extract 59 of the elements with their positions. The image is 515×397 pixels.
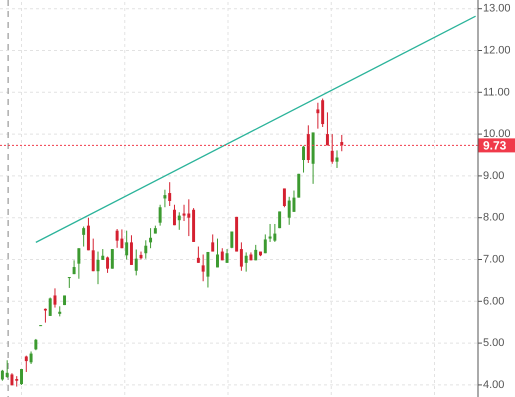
y-tick-label: 9.00 [483,170,504,182]
candlestick [326,112,329,146]
candlestick [168,182,172,206]
candlestick [101,248,104,260]
candlestick [182,204,186,222]
candlestick [268,223,272,242]
ref-line-label: 9.73 [483,138,507,152]
candlestick [92,238,95,272]
candlestick [196,246,200,264]
candlestick [340,134,344,152]
candlestick [282,188,286,208]
candlestick [34,338,38,351]
candlestick [216,238,219,268]
candlestick [130,234,133,266]
candlestick [254,244,258,261]
candlestick [30,350,33,365]
y-tick-label: 10.00 [483,128,511,140]
candlestick [125,230,128,260]
y-tick-label: 8.00 [483,212,504,224]
candlestick [330,134,334,164]
y-tick-label: 11.00 [483,86,510,98]
candlestick [288,196,291,226]
candlestick [72,260,76,275]
candlestick [302,145,306,174]
candlestick [48,297,52,316]
candlestick [273,223,276,242]
candlestick [24,355,28,372]
candlestick [220,248,224,261]
candlestick [163,189,166,208]
candlestick [158,204,162,226]
candlestick [96,251,100,285]
candlestick [77,248,80,280]
candlestick [106,256,110,274]
candlestick [336,150,338,168]
candlestick [68,276,71,288]
candlestick [134,248,138,276]
candlestick [20,368,23,386]
candlestick [144,240,148,260]
y-tick-label: 12.00 [483,44,511,56]
candlestick [149,228,152,249]
candlestick [244,252,248,272]
candlestick [202,254,205,282]
candlestick [264,234,267,254]
candlestick [53,288,56,308]
candlestick [211,234,214,252]
y-tick-label: 4.00 [483,378,504,391]
candlestick [82,226,86,248]
candlestick [116,228,119,248]
candlestick [120,228,124,249]
candlestick [240,242,243,272]
y-tick-label: 5.00 [483,337,504,350]
candlestick [226,248,229,264]
y-tick-label: 6.00 [483,295,504,308]
candlestick [292,190,296,212]
candlestick [172,204,176,226]
candlestick [110,248,114,270]
y-tick-label: 7.00 [483,254,504,266]
candlestick [44,308,47,324]
y-tick-label: 13.00 [483,2,511,15]
